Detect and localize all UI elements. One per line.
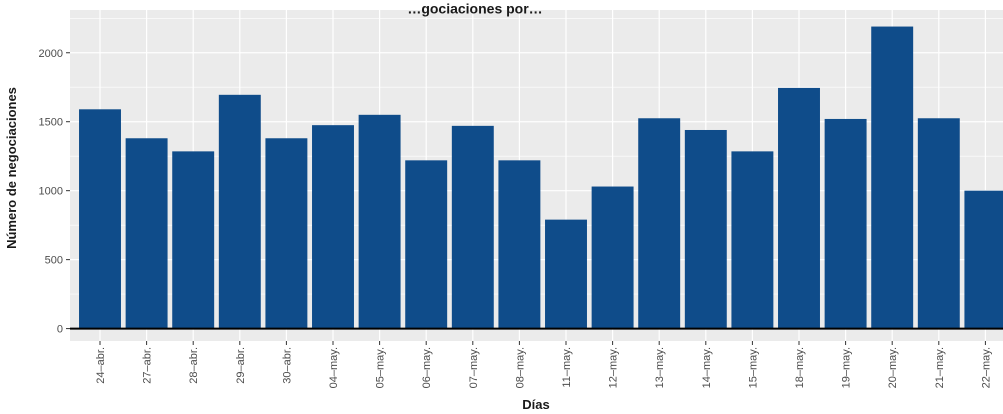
x-tick-label: 27–abr. bbox=[142, 347, 154, 384]
y-axis: 0 500 1000 1500 2000 bbox=[39, 48, 70, 336]
y-tick-label: 2000 bbox=[39, 48, 63, 60]
x-tick-label: 20–may. bbox=[887, 347, 899, 388]
bar bbox=[684, 129, 727, 329]
y-axis-label: Número de negociaciones bbox=[4, 87, 19, 249]
y-tick-label: 1000 bbox=[39, 186, 63, 198]
bar bbox=[545, 219, 587, 329]
x-axis: 24–abr. 27–abr. 28–abr. 29–abr. 30–abr. 04–ma… bbox=[95, 341, 992, 388]
bar bbox=[871, 26, 914, 329]
bar bbox=[638, 118, 681, 329]
x-tick-label: 30–abr. bbox=[281, 347, 293, 384]
x-tick-label: 28–abr. bbox=[188, 347, 200, 384]
chart-title: …gociaciones por… bbox=[407, 0, 542, 16]
bar bbox=[405, 160, 448, 329]
x-tick-label: 18–may. bbox=[794, 347, 806, 388]
x-axis-label: Días bbox=[522, 397, 549, 412]
x-tick-label: 29–abr. bbox=[235, 347, 247, 384]
x-tick-label: 22–may. bbox=[980, 347, 992, 388]
x-tick-label: 08–may. bbox=[514, 347, 526, 388]
x-tick-label: 06–may. bbox=[421, 347, 433, 388]
bar bbox=[312, 125, 354, 329]
bar bbox=[917, 118, 960, 329]
y-tick-label: 1500 bbox=[39, 117, 63, 129]
x-tick-label: 15–may. bbox=[747, 347, 759, 388]
x-tick-label: 13–may. bbox=[654, 347, 666, 388]
bar bbox=[172, 151, 215, 329]
bar bbox=[964, 190, 1003, 329]
bar bbox=[358, 114, 401, 329]
bar bbox=[125, 138, 168, 329]
x-tick-label: 24–abr. bbox=[95, 347, 107, 384]
y-tick-label: 0 bbox=[57, 324, 63, 336]
bar bbox=[79, 109, 121, 329]
bar bbox=[591, 186, 634, 329]
bar bbox=[778, 87, 820, 329]
bar bbox=[498, 160, 541, 329]
x-tick-label: 21–may. bbox=[934, 347, 946, 388]
x-tick-label: 05–may. bbox=[375, 347, 387, 388]
bar bbox=[218, 94, 261, 329]
x-tick-label: 07–may. bbox=[468, 347, 480, 388]
x-tick-label: 19–may. bbox=[841, 347, 853, 388]
bar bbox=[731, 151, 774, 329]
x-tick-label: 11–may. bbox=[561, 347, 573, 388]
bars bbox=[79, 26, 1003, 329]
x-tick-label: 04–may. bbox=[328, 347, 340, 388]
bar bbox=[265, 138, 308, 329]
y-tick-label: 500 bbox=[45, 255, 63, 267]
bar bbox=[824, 118, 867, 329]
x-tick-label: 14–may. bbox=[701, 347, 713, 388]
x-tick-label: 12–may. bbox=[608, 347, 620, 388]
bar bbox=[451, 125, 494, 329]
